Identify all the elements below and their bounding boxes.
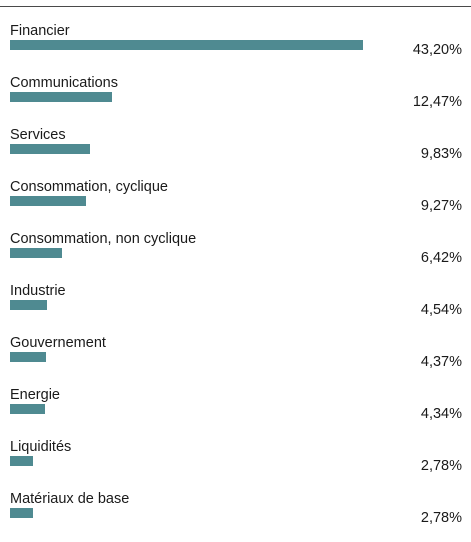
chart-row: Industrie 4,54% [10,282,462,334]
category-label: Gouvernement [10,335,106,351]
category-label: Liquidités [10,439,72,455]
sector-allocation-chart: Financier 43,20% Communications 12,47% Servi… [10,22,462,526]
category-label: Communications [10,75,118,91]
value-label: 2,78% [420,510,462,526]
value-label: 2,78% [420,458,462,474]
bar [10,352,46,362]
chart-row: Gouvernement 4,37% [10,334,462,386]
category-label: Industrie [10,283,66,299]
value-label: 12,47% [412,94,462,110]
category-label: Matériaux de base [10,491,130,507]
bar [10,404,45,414]
value-label: 4,34% [420,406,462,422]
value-label: 4,54% [420,302,462,318]
bar [10,196,86,206]
value-label: 6,42% [420,250,462,266]
chart-row: Consommation, non cyclique 6,42% [10,230,462,282]
category-label: Consommation, cyclique [10,179,168,195]
category-label: Services [10,127,66,143]
chart-row: Liquidités 2,78% [10,438,462,490]
category-label: Financier [10,23,70,39]
bar [10,456,33,466]
value-label: 4,37% [420,354,462,370]
chart-row: Services 9,83% [10,126,462,178]
bar [10,144,90,154]
value-label: 9,27% [420,198,462,214]
category-label: Consommation, non cyclique [10,231,197,247]
bar [10,92,112,102]
chart-row: Matériaux de base 2,78% [10,490,462,542]
bar [10,300,47,310]
category-label: Energie [10,387,60,403]
top-rule [0,6,471,7]
bar [10,508,33,518]
value-label: 43,20% [412,42,462,58]
chart-row: Consommation, cyclique 9,27% [10,178,462,230]
chart-row: Energie 4,34% [10,386,462,438]
chart-row: Financier 43,20% [10,22,462,74]
bar [10,248,62,258]
value-label: 9,83% [420,146,462,162]
chart-row: Communications 12,47% [10,74,462,126]
bar [10,40,363,50]
